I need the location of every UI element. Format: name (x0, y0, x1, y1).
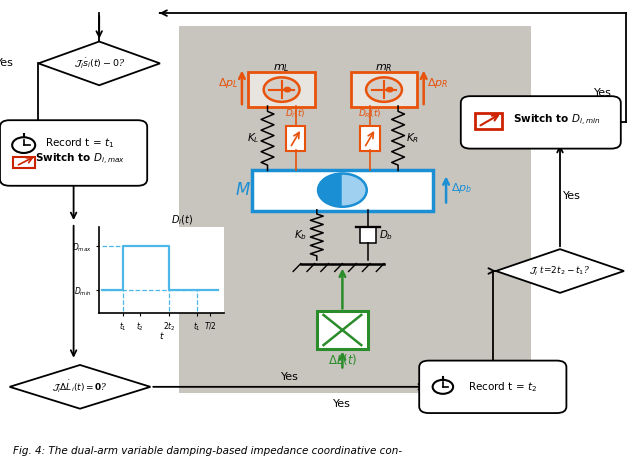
Text: Yes: Yes (563, 191, 581, 200)
Circle shape (387, 87, 393, 92)
Polygon shape (38, 41, 160, 85)
Text: $D_i(t)$: $D_i(t)$ (170, 214, 193, 227)
Text: Yes: Yes (0, 59, 14, 68)
Text: $\Delta p_L$: $\Delta p_L$ (218, 76, 239, 90)
Circle shape (366, 77, 402, 102)
Text: $\Delta p_b$: $\Delta p_b$ (451, 181, 472, 195)
Text: $K_L$: $K_L$ (247, 131, 260, 145)
Text: $\mathcal{J}_i^{}$ t=$2t_2-t_1$?: $\mathcal{J}_i^{}$ t=$2t_2-t_1$? (529, 264, 591, 278)
FancyBboxPatch shape (248, 73, 315, 107)
Text: $D_R(t)$: $D_R(t)$ (358, 108, 381, 120)
Circle shape (264, 77, 300, 102)
FancyBboxPatch shape (13, 157, 35, 168)
Text: Switch to $D_{i,min}$: Switch to $D_{i,min}$ (513, 113, 600, 128)
FancyBboxPatch shape (286, 126, 305, 151)
Text: Yes: Yes (333, 399, 351, 409)
Text: Fig. 4: The dual-arm variable damping-based impedance coordinative con-: Fig. 4: The dual-arm variable damping-ba… (13, 446, 402, 456)
Polygon shape (10, 365, 150, 409)
Text: $m_R$: $m_R$ (375, 62, 393, 74)
Text: $\Delta L(t)$: $\Delta L(t)$ (328, 352, 357, 367)
FancyBboxPatch shape (461, 96, 621, 149)
FancyBboxPatch shape (419, 361, 566, 413)
Text: $\mathcal{J}_i^{} \Delta\dot{L}_i(t) = \mathbf{0}$?: $\mathcal{J}_i^{} \Delta\dot{L}_i(t) = \… (52, 379, 108, 395)
FancyBboxPatch shape (0, 120, 147, 186)
Polygon shape (342, 173, 367, 207)
Text: $D_l(t)$: $D_l(t)$ (285, 108, 306, 120)
Polygon shape (318, 173, 342, 207)
Text: $M$: $M$ (236, 181, 251, 199)
FancyBboxPatch shape (475, 113, 502, 129)
Text: Switch to $D_{i,max}$: Switch to $D_{i,max}$ (35, 152, 125, 167)
Text: Record t = $t_2$: Record t = $t_2$ (468, 380, 537, 394)
Text: Yes: Yes (594, 88, 612, 98)
FancyBboxPatch shape (0, 0, 179, 437)
FancyBboxPatch shape (317, 311, 367, 350)
Text: $\Delta p_R$: $\Delta p_R$ (427, 76, 448, 90)
X-axis label: $t$: $t$ (159, 330, 164, 341)
FancyBboxPatch shape (360, 227, 376, 243)
Text: $K_b$: $K_b$ (294, 228, 307, 242)
Text: $D_b$: $D_b$ (379, 228, 393, 242)
FancyBboxPatch shape (351, 73, 417, 107)
FancyBboxPatch shape (360, 126, 380, 151)
Text: $\mathcal{J}_i^{} \dot{s}_i(t)-0$?: $\mathcal{J}_i^{} \dot{s}_i(t)-0$? (74, 56, 125, 71)
FancyBboxPatch shape (252, 170, 433, 211)
Text: Yes: Yes (281, 372, 298, 382)
Polygon shape (496, 249, 624, 293)
Text: $K_R$: $K_R$ (406, 131, 419, 145)
Circle shape (284, 87, 291, 92)
FancyBboxPatch shape (179, 26, 531, 393)
Text: Record t = $t_1$: Record t = $t_1$ (45, 136, 115, 150)
Circle shape (318, 173, 367, 207)
Text: $m_L$: $m_L$ (273, 62, 290, 74)
